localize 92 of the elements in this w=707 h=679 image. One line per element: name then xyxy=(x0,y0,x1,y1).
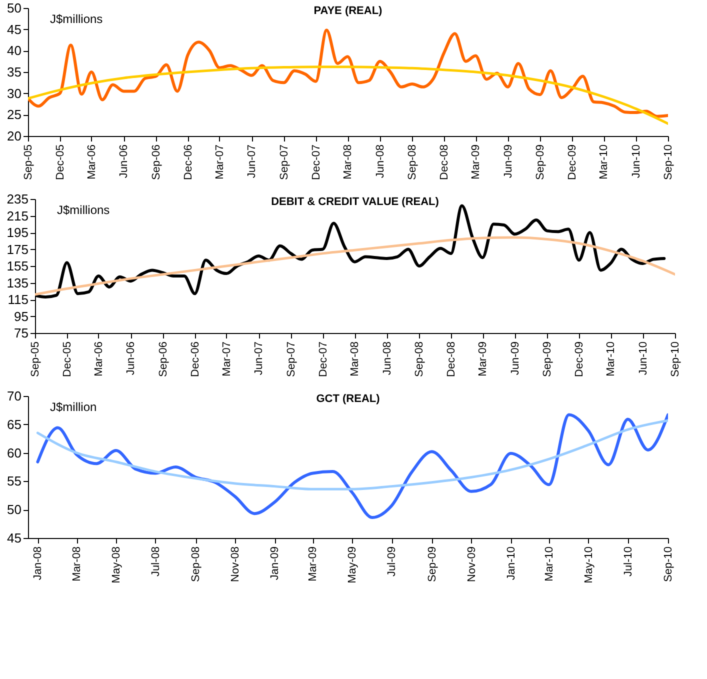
y-tick-label: 235 xyxy=(6,192,28,206)
x-tick-label: Nov-09 xyxy=(466,546,478,582)
chart-title: DEBIT & CREDIT VALUE (REAL) xyxy=(271,196,440,208)
line-series xyxy=(36,413,668,520)
x-tick-label: Mar-09 xyxy=(470,144,482,180)
x-tick-label: Sep-08 xyxy=(406,144,419,180)
x-tick-label: Jan-09 xyxy=(269,546,282,580)
x-tick-label: Jul-08 xyxy=(150,546,162,576)
x-tick-label: Jun-09 xyxy=(502,144,514,178)
y-tick-label: 55 xyxy=(7,474,22,489)
x-tick-label: Jun-07 xyxy=(253,342,266,376)
x-tick-label: Jan-10 xyxy=(505,546,518,580)
x-tick-label: Sep-10 xyxy=(662,546,674,582)
x-tick-label: Sep-08 xyxy=(190,546,202,582)
x-tick-label: Jun-06 xyxy=(125,342,138,376)
x-tick-label: Mar-08 xyxy=(71,546,84,582)
chart-title: PAYE (REAL) xyxy=(314,5,383,17)
y-tick-label: 50 xyxy=(7,0,22,16)
y-tick-label: 50 xyxy=(7,502,22,518)
x-tick-label: Sep-07 xyxy=(285,342,298,377)
x-tick-label: Jul-09 xyxy=(386,546,398,576)
y-tick-label: 60 xyxy=(7,445,22,460)
x-tick-label: Jun-07 xyxy=(246,144,258,178)
y-tick-label: 195 xyxy=(6,225,28,240)
annotation: J$millions xyxy=(57,203,110,217)
x-tick-label: Sep-09 xyxy=(426,546,438,582)
x-tick-label: Dec-08 xyxy=(446,342,458,377)
x-tick-label: Dec-07 xyxy=(317,342,330,377)
x-tick-label: Dec-05 xyxy=(54,144,66,180)
x-tick-label: Sep-08 xyxy=(414,342,426,377)
y-tick-label: 45 xyxy=(7,22,22,37)
y-tick-label: 70 xyxy=(7,388,22,404)
x-tick-label: May-09 xyxy=(346,546,359,584)
y-tick-label: 65 xyxy=(7,416,22,432)
line-series xyxy=(36,419,668,490)
x-tick-label: May-10 xyxy=(582,546,595,584)
y-tick-label: 25 xyxy=(7,107,22,122)
y-tick-label: 35 xyxy=(7,64,22,80)
y-tick-label: 155 xyxy=(6,258,28,274)
x-tick-label: Jun-10 xyxy=(630,144,642,178)
y-tick-label: 175 xyxy=(6,242,28,257)
x-tick-label: Sep-09 xyxy=(542,342,554,377)
x-tick-label: Mar-09 xyxy=(477,342,490,376)
x-tick-label: Mar-06 xyxy=(92,342,105,376)
x-tick-label: Mar-07 xyxy=(214,144,226,180)
x-tick-label: Dec-09 xyxy=(566,144,578,180)
x-tick-label: Jun-08 xyxy=(374,144,386,178)
x-tick-label: Sep-10 xyxy=(662,144,674,180)
line-series xyxy=(28,66,668,125)
x-tick-label: Sep-09 xyxy=(534,144,547,180)
x-tick-label: Mar-06 xyxy=(86,144,98,180)
y-tick-label: 30 xyxy=(7,86,22,101)
x-tick-label: Mar-10 xyxy=(605,342,618,376)
x-tick-label: Dec-05 xyxy=(61,342,74,377)
line-series xyxy=(28,28,668,118)
x-tick-label: Jan-08 xyxy=(32,546,44,580)
x-tick-label: Mar-08 xyxy=(342,144,354,180)
x-tick-label: Mar-10 xyxy=(598,144,610,180)
x-tick-label: Mar-08 xyxy=(349,342,362,376)
x-tick-label: Dec-07 xyxy=(310,144,322,180)
x-tick-label: Jul-10 xyxy=(622,546,634,576)
y-tick-label: 215 xyxy=(6,208,28,224)
x-tick-label: Mar-09 xyxy=(307,546,320,582)
x-tick-label: Mar-10 xyxy=(543,546,556,582)
x-tick-label: Jun-08 xyxy=(381,342,394,376)
x-tick-label: Mar-07 xyxy=(220,342,233,376)
y-tick-label: 95 xyxy=(14,308,28,324)
y-tick-label: 75 xyxy=(14,326,28,340)
x-tick-label: Jun-06 xyxy=(118,144,130,178)
y-tick-label: 115 xyxy=(8,292,28,307)
annotation: J$million xyxy=(50,400,97,414)
x-tick-label: Sep-05 xyxy=(30,342,42,377)
x-tick-label: Dec-06 xyxy=(182,144,194,180)
x-tick-label: Sep-06 xyxy=(150,144,162,180)
chart-title: GCT (REAL) xyxy=(316,393,380,405)
x-tick-label: Sep-06 xyxy=(157,342,170,377)
x-tick-label: Jun-10 xyxy=(637,342,650,376)
x-tick-label: Dec-08 xyxy=(438,144,451,180)
x-tick-label: Jun-09 xyxy=(509,342,522,376)
x-tick-label: Nov-08 xyxy=(230,546,242,582)
x-tick-label: Sep-07 xyxy=(278,144,290,180)
y-tick-label: 20 xyxy=(7,128,22,144)
x-tick-label: Sep-05 xyxy=(22,144,34,180)
x-tick-label: Dec-06 xyxy=(189,342,202,377)
annotation: J$millions xyxy=(50,12,103,26)
x-tick-label: Dec-09 xyxy=(573,342,586,377)
y-tick-label: 135 xyxy=(6,275,28,290)
y-tick-label: 45 xyxy=(7,530,22,546)
line-series xyxy=(35,236,675,296)
x-tick-label: Sep-10 xyxy=(670,342,682,377)
x-tick-label: May-08 xyxy=(110,546,123,584)
y-tick-label: 40 xyxy=(7,43,22,58)
